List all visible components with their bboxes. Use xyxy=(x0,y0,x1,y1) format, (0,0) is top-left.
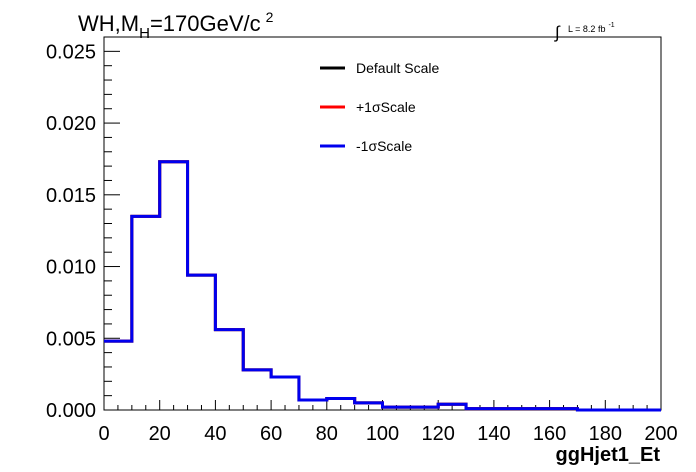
y-tick-label: 0.010 xyxy=(46,257,96,279)
x-tick-label: 140 xyxy=(477,423,510,445)
x-tick-label: 160 xyxy=(533,423,566,445)
x-tick-label: 200 xyxy=(644,423,677,445)
x-tick-label: 100 xyxy=(366,423,399,445)
x-axis-label: ggHjet1_Et xyxy=(556,444,661,466)
legend-label-0: Default Scale xyxy=(356,60,439,76)
chart-title: WH,MH=170GeV/c 2 xyxy=(78,9,274,42)
y-tick-label: 0.000 xyxy=(46,400,96,422)
x-tick-label: 120 xyxy=(422,423,455,445)
lumi-integral: ∫ xyxy=(554,23,561,42)
title-main: WH,M xyxy=(78,11,139,36)
title-rest: =170GeV/c xyxy=(150,11,261,36)
title-subscript: H xyxy=(139,25,150,42)
x-tick-label: 180 xyxy=(589,423,622,445)
legend-label-2: -1σScale xyxy=(356,138,412,154)
title-superscript: 2 xyxy=(266,9,274,25)
y-tick-label: 0.020 xyxy=(46,113,96,135)
lumi-label: L = 8.2 fb -1 xyxy=(568,22,615,34)
x-tick-label: 20 xyxy=(149,423,171,445)
legend-label-1: +1σScale xyxy=(356,99,416,115)
y-tick-label: 0.005 xyxy=(46,328,96,350)
x-tick-label: 80 xyxy=(316,423,338,445)
x-tick-label: 60 xyxy=(260,423,282,445)
x-tick-label: 0 xyxy=(98,423,109,445)
y-tick-label: 0.025 xyxy=(46,41,96,63)
y-tick-label: 0.015 xyxy=(46,185,96,207)
series-line-2 xyxy=(104,160,661,412)
x-tick-label: 40 xyxy=(204,423,226,445)
